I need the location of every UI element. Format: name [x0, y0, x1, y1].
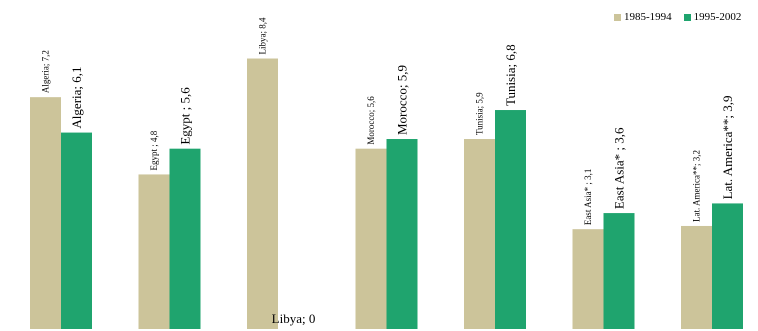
- legend-label-series-2: 1995-2002: [693, 11, 742, 23]
- data-label-egypt-series-2: Egypt ; 5,6: [178, 87, 193, 145]
- legend-swatch-series-1: [614, 13, 621, 21]
- data-label-lat-america-series-2: Lat. America**; 3,9: [720, 95, 735, 199]
- data-label-morocco-series-1: Morocco; 5,6: [366, 96, 376, 145]
- legend-swatch-series-2: [683, 13, 691, 21]
- bar-algeria-series-2: [61, 132, 92, 329]
- data-label-lat-america-series-1: Lat. America**; 3,2: [692, 150, 702, 222]
- data-label-egypt-series-1: Egypt ; 4,8: [149, 130, 159, 170]
- data-label-morocco-series-2: Morocco; 5,9: [395, 65, 410, 135]
- data-label-libya-series-2: Libya; 0: [272, 311, 316, 326]
- bar-algeria-series-1: [30, 97, 61, 329]
- data-label-east-asia-series-2: East Asia* ; 3,6: [612, 127, 627, 209]
- bar-morocco-series-1: [355, 148, 387, 329]
- bar-lat-america-series-2: [712, 203, 743, 329]
- bar-egypt-series-2: [169, 148, 201, 329]
- legend-label-series-1: 1985-1994: [624, 11, 672, 23]
- bar-east-asia-series-1: [572, 229, 604, 329]
- bar-tunisia-series-1: [464, 139, 495, 329]
- chart-legend: 1985-1994 1995-2002: [614, 11, 741, 23]
- legend-item-series-2: 1995-2002: [683, 11, 742, 23]
- data-label-libya-series-1: Libya; 8,4: [258, 17, 268, 54]
- bar-morocco-series-2: [386, 139, 418, 329]
- data-label-tunisia-series-2: Tunisia; 6,8: [503, 44, 518, 106]
- data-label-tunisia-series-1: Tunisia; 5,9: [475, 92, 485, 135]
- bar-east-asia-series-2: [603, 213, 635, 329]
- data-label-east-asia-series-1: East Asia* ; 3,1: [583, 169, 593, 226]
- data-label-algeria-series-2: Algeria; 6,1: [69, 66, 84, 128]
- bar-egypt-series-1: [138, 174, 170, 329]
- bar-lat-america-series-1: [681, 225, 712, 329]
- data-label-algeria-series-1: Algeria; 7,2: [41, 50, 51, 93]
- bar-tunisia-series-2: [495, 110, 526, 329]
- bar-libya-series-1: [247, 58, 278, 330]
- legend-item-series-1: 1985-1994: [614, 11, 672, 23]
